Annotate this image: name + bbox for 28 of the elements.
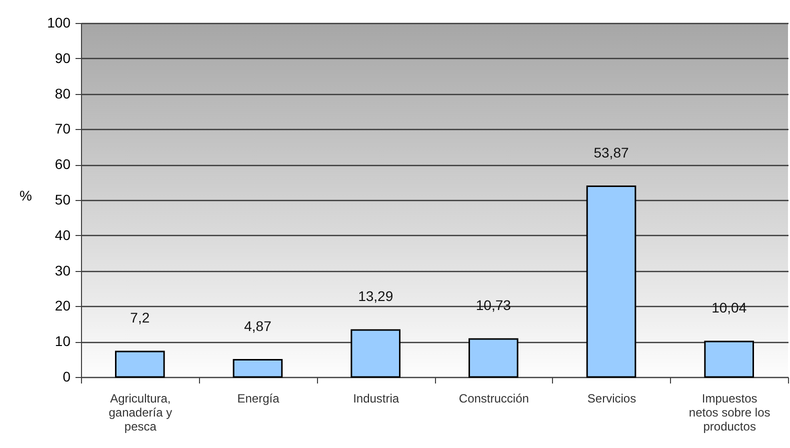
- y-axis-title: %: [20, 188, 32, 204]
- bar: [704, 340, 754, 378]
- y-tick-label: 70: [54, 120, 71, 137]
- x-tick-label: Industria: [353, 392, 400, 406]
- bar: [115, 350, 165, 378]
- y-tick-label: 60: [54, 156, 71, 172]
- y-tick-label: 0: [62, 368, 71, 384]
- x-tick-label: Servicios: [587, 392, 636, 406]
- y-tick-label: 90: [54, 50, 71, 66]
- x-tick-label: Construcción: [458, 392, 529, 406]
- y-tick-label: 30: [54, 262, 71, 278]
- y-tick-label: 20: [54, 298, 71, 314]
- data-label: 13,29: [358, 288, 394, 304]
- y-tick-label: 50: [54, 192, 71, 208]
- y-tick-label: 40: [54, 226, 71, 243]
- x-tick-label: Energía: [237, 392, 280, 406]
- x-tick-label: Impuestos netos sobre los productos: [688, 392, 770, 434]
- bar: [468, 338, 518, 378]
- bar: [586, 186, 636, 378]
- bar: [232, 359, 283, 378]
- data-label: 7,2: [130, 310, 150, 326]
- x-tick-label: Agricultura, ganadería y pesca: [108, 392, 172, 434]
- y-tick-label: 100: [47, 14, 71, 30]
- data-label: 4,87: [244, 318, 272, 334]
- y-tick-label: 10: [54, 333, 71, 350]
- data-label: 53,87: [594, 144, 629, 160]
- bar: [350, 329, 400, 378]
- y-tick-label: 80: [54, 85, 71, 102]
